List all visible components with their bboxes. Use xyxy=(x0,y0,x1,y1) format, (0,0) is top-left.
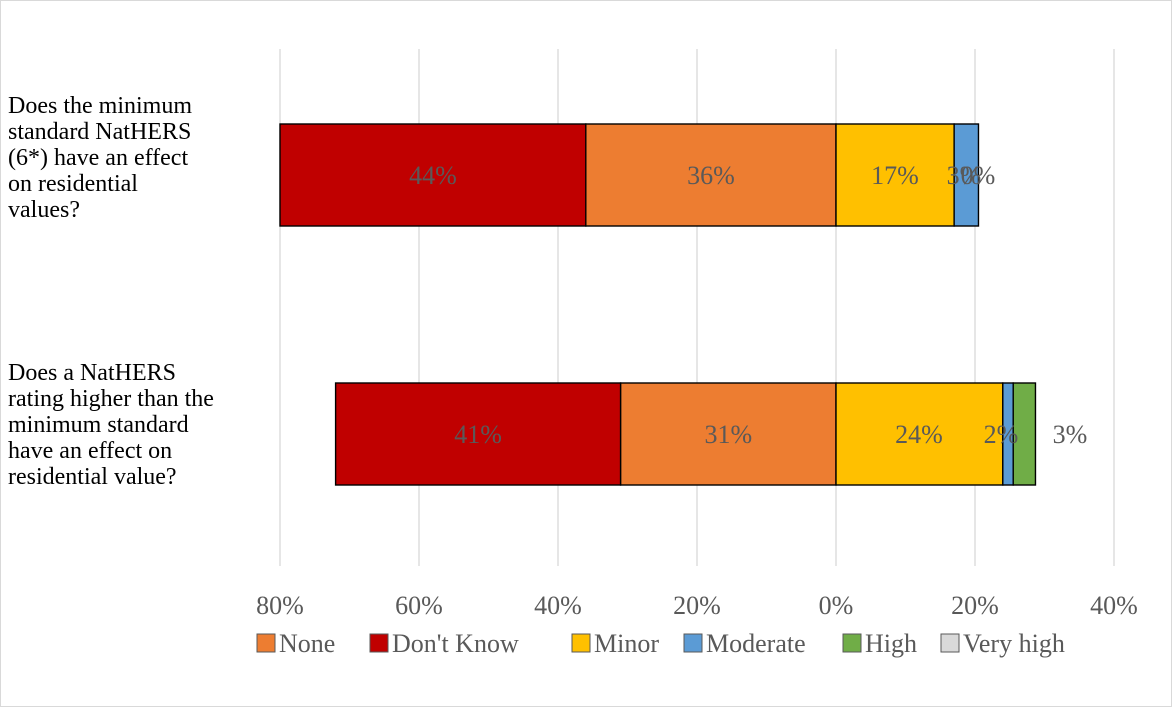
category-label-line: values? xyxy=(8,197,80,223)
category-label-line: standard NatHERS xyxy=(8,119,192,145)
bar-segment xyxy=(835,382,1004,486)
category-label-line: minimum standard xyxy=(8,412,189,438)
category-label-0: Does the minimum standard NatHERS (6*) h… xyxy=(8,93,192,223)
bar-segment xyxy=(953,123,980,227)
legend-label: Very high xyxy=(963,629,1065,658)
legend-label: Don't Know xyxy=(392,629,519,658)
data-label: 44% xyxy=(409,161,457,190)
bar-segment xyxy=(585,123,837,227)
x-tick-label: 40% xyxy=(1090,591,1138,620)
legend-swatch xyxy=(842,633,862,653)
data-label: 36% xyxy=(687,161,735,190)
x-tick-label: 40% xyxy=(534,591,582,620)
data-label: 17% xyxy=(871,161,919,190)
data-label: 24% xyxy=(895,420,943,449)
legend-label: Minor xyxy=(594,629,659,658)
bar-segment xyxy=(619,382,837,486)
legend-swatch xyxy=(256,633,276,653)
data-label: 41% xyxy=(454,420,502,449)
x-tick-label: 80% xyxy=(256,591,304,620)
legend-swatch xyxy=(571,633,591,653)
x-tick-label: 60% xyxy=(395,591,443,620)
legend-label: Moderate xyxy=(706,629,806,658)
legend-swatch xyxy=(940,633,960,653)
bar-segment xyxy=(279,123,587,227)
legend-swatch xyxy=(683,633,703,653)
legend-label: None xyxy=(279,629,335,658)
category-label-line: residential value? xyxy=(8,464,177,490)
legend-swatch xyxy=(369,633,389,653)
x-tick-label: 20% xyxy=(951,591,999,620)
x-tick-label: 20% xyxy=(673,591,721,620)
bar-segment xyxy=(1012,382,1037,486)
x-tick-label: 0% xyxy=(819,591,854,620)
bar-segment xyxy=(334,382,622,486)
category-label-1: Does a NatHERS rating higher than the mi… xyxy=(8,360,214,490)
category-label-line: have an effect on xyxy=(8,438,173,464)
data-label: 3% xyxy=(1053,420,1088,449)
data-label: 2% xyxy=(984,420,1019,449)
data-label: 31% xyxy=(704,420,752,449)
legend-label: High xyxy=(865,629,917,658)
category-label-line: Does the minimum xyxy=(8,93,192,119)
category-label-line: Does a NatHERS xyxy=(8,360,176,386)
category-label-line: rating higher than the xyxy=(8,386,214,412)
data-label: 3% xyxy=(947,161,982,190)
category-label-line: (6*) have an effect xyxy=(8,145,189,171)
category-label-line: on residential xyxy=(8,171,138,197)
data-label: 0% xyxy=(961,161,996,190)
